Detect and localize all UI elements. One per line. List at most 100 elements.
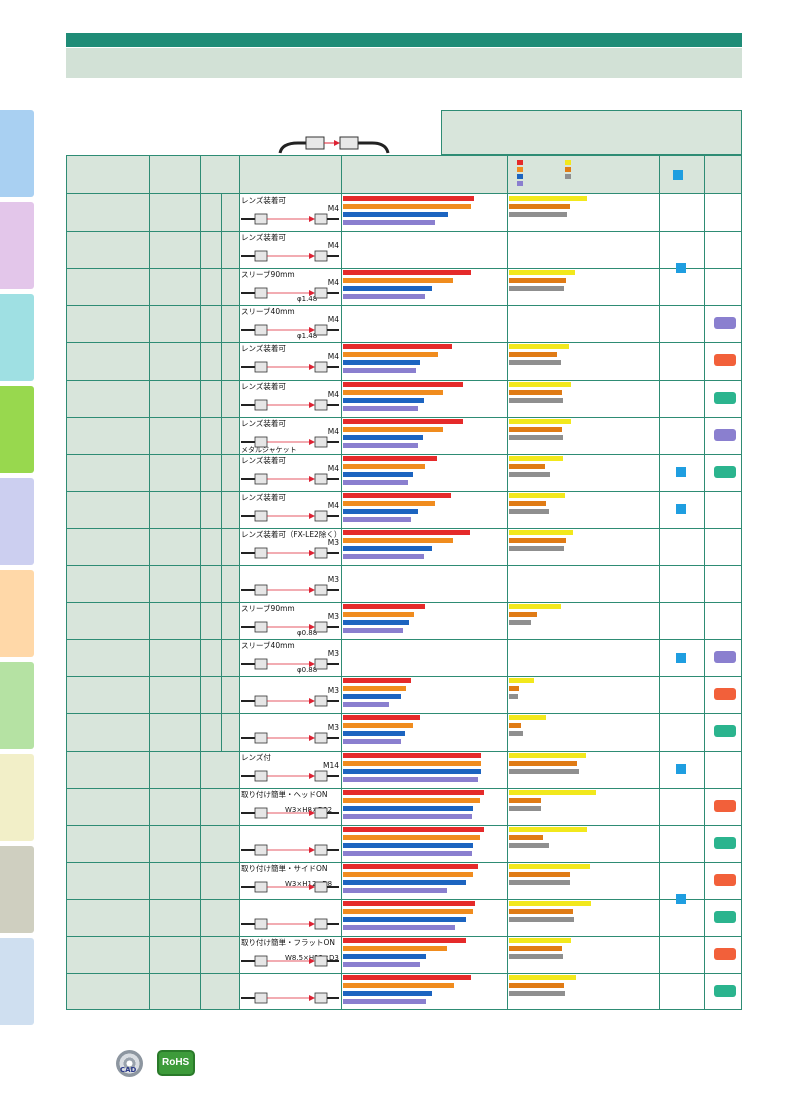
variant-label: レンズ装着可: [241, 418, 286, 428]
availability-square: [676, 652, 686, 663]
response-bar: [509, 508, 549, 514]
response-bar: [509, 500, 546, 506]
sensing-distance-bar: [343, 455, 437, 461]
sensing-distance-bar: [343, 426, 443, 432]
thread-size: M4: [327, 500, 339, 510]
group-divider: [221, 194, 222, 751]
row-divider: [67, 639, 741, 640]
thread-size: M3: [327, 649, 339, 659]
sensing-distance-bar: [343, 962, 420, 967]
response-bar: [509, 418, 571, 424]
variant-cell: レンズ装着可 M4: [239, 380, 341, 417]
sensing-distance-bar: [343, 294, 425, 300]
sensing-distance-bar: [343, 508, 418, 514]
sensing-distance-bar: [343, 760, 481, 766]
thread-size: M4: [327, 278, 339, 288]
sensing-distance-bar: [343, 500, 435, 506]
row-divider: [67, 491, 741, 492]
response-bar: [509, 381, 571, 387]
column-divider: [149, 156, 150, 1009]
sensing-distance-bar: [343, 204, 471, 209]
column-divider: [507, 156, 508, 1009]
sensing-distance-bar: [343, 991, 432, 997]
row-divider: [67, 602, 741, 603]
response-bar: [509, 752, 586, 758]
row-divider: [67, 825, 741, 826]
fiber-head-icon: [241, 436, 339, 447]
variant-label: スリーブ90mm: [241, 604, 295, 614]
response-bar: [509, 879, 570, 885]
response-bar: [509, 938, 571, 943]
sensing-distance-bar: [343, 938, 466, 943]
thread-size: M3: [327, 537, 339, 547]
sensing-distance-bar: [343, 842, 473, 848]
response-bar: [509, 434, 563, 440]
row-divider: [67, 862, 741, 863]
cad-disc-icon: CAD: [116, 1050, 143, 1077]
fiber-illustration-icon: [278, 136, 390, 154]
fiber-head-icon: [241, 992, 339, 1004]
sensing-distance-bar: [343, 999, 426, 1005]
sensing-distance-bar: [343, 678, 411, 684]
variant-label: レンズ付: [241, 752, 271, 762]
fiber-head-icon: [241, 547, 339, 559]
fiber-head-icon: [241, 955, 339, 967]
response-bar: [509, 537, 566, 543]
variant-cell: 取り付け簡単・ヘッドON W3×H8×D12: [239, 788, 341, 825]
sensing-distance-bar: [343, 360, 420, 366]
response-bar: [509, 360, 561, 366]
cad-label: CAD: [120, 1066, 137, 1074]
response-bar: [509, 768, 579, 774]
sensing-distance-bar: [343, 954, 426, 959]
response-bar: [509, 991, 565, 997]
legend-amber-swatch: [565, 167, 571, 172]
compat-badge: [714, 651, 736, 664]
compat-badge: [714, 688, 736, 701]
side-tab: [0, 202, 34, 289]
row-divider: [67, 676, 741, 677]
response-bar: [509, 492, 565, 498]
variant-cell: スリーブ40mm M4 φ1.48: [239, 305, 341, 342]
availability-square: [676, 263, 686, 274]
dimension-label: φ0.88: [297, 629, 318, 638]
response-bar: [509, 612, 537, 618]
response-bar: [509, 463, 545, 469]
variant-cell: レンズ装着可 M4 メタルジャケット: [239, 417, 341, 454]
response-bar: [509, 471, 550, 477]
side-tab: [0, 386, 34, 473]
thread-size: M4: [327, 389, 339, 399]
side-tab: [0, 110, 34, 197]
legend-gray-swatch: [565, 174, 571, 179]
sensing-distance-bar: [343, 389, 443, 395]
sensing-distance-bar: [343, 553, 424, 559]
thread-size: M4: [327, 426, 339, 436]
response-bar: [509, 620, 531, 626]
sensing-distance-bar: [343, 739, 401, 745]
sensing-distance-bar: [343, 405, 418, 411]
sensing-distance-bar: [343, 686, 406, 692]
sensing-distance-bar: [343, 900, 475, 906]
sensing-distance-bar: [343, 863, 478, 869]
variant-label: スリーブ90mm: [241, 270, 295, 280]
availability-square: [676, 467, 686, 478]
side-tab: [0, 662, 34, 749]
variant-cell: 取り付け簡単・サイドON W3×H12×D8: [239, 862, 341, 899]
legend-blue-swatch: [517, 174, 523, 179]
variant-cell: M3: [239, 713, 341, 750]
thread-size: M14: [322, 760, 339, 770]
subheader-band: [66, 48, 742, 78]
column-divider: [239, 156, 240, 1009]
sensing-distance-bar: [343, 983, 454, 989]
dimension-label: φ1.48: [297, 332, 318, 341]
header-cyan-square: [673, 170, 683, 180]
sensing-distance-bar: [343, 286, 432, 292]
compat-badge: [714, 873, 736, 886]
sensing-distance-bar: [343, 479, 408, 485]
sensing-distance-bar: [343, 418, 463, 424]
sensing-distance-bar: [343, 529, 470, 535]
sensing-distance-bar: [343, 723, 413, 729]
variant-label: レンズ装着可: [241, 492, 286, 502]
compat-badge: [714, 725, 736, 738]
sensing-distance-bar: [343, 879, 466, 885]
variant-label: レンズ装着可: [241, 196, 286, 205]
